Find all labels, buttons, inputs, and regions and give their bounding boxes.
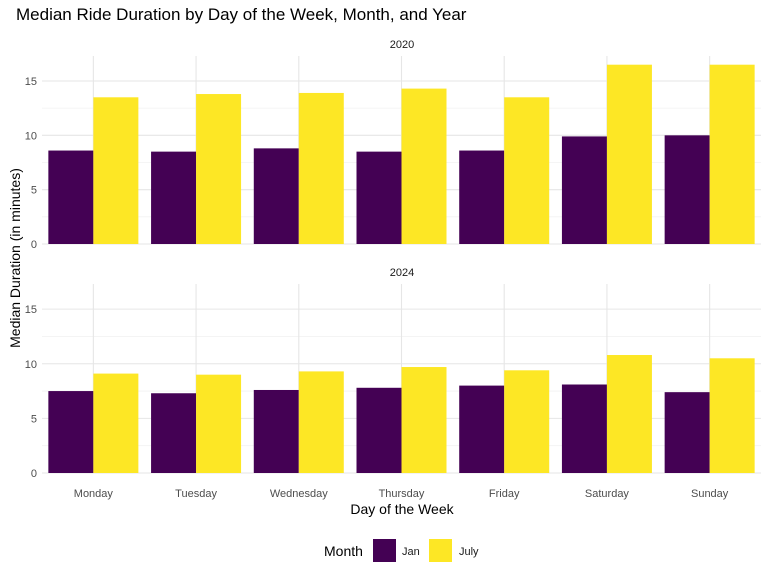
bar-july-2020-monday xyxy=(93,97,139,244)
y-tick-labels-2020: 0 5 10 15 xyxy=(25,76,37,251)
y-tick-label: 15 xyxy=(25,76,37,88)
x-tick-label: Tuesday xyxy=(175,488,217,500)
bar-jan-2020-wednesday xyxy=(253,148,299,244)
y-tick-labels-2024: 0 5 10 15 xyxy=(25,304,37,480)
bar-jan-2020-friday xyxy=(459,150,505,244)
panel-2020: 2020 0 5 10 15 xyxy=(25,39,761,251)
bar-jan-2024-sunday xyxy=(664,392,710,473)
bar-jan-2024-saturday xyxy=(561,384,607,473)
bar-july-2024-thursday xyxy=(401,367,447,473)
bar-july-2024-sunday xyxy=(709,358,755,473)
y-tick-label: 5 xyxy=(31,185,37,197)
panel-2024: 2024 0 5 10 15 xyxy=(25,267,761,480)
bar-jan-2024-wednesday xyxy=(253,389,299,473)
legend-label-july: July xyxy=(459,546,479,558)
bar-july-2020-friday xyxy=(504,97,550,244)
y-tick-label: 15 xyxy=(25,304,37,316)
bar-jan-2024-tuesday xyxy=(151,393,197,473)
x-tick-label: Saturday xyxy=(585,488,630,500)
bars-2024 xyxy=(48,355,755,473)
bars-2020 xyxy=(48,64,755,245)
bar-jan-2020-sunday xyxy=(664,135,710,244)
y-tick-label: 0 xyxy=(31,239,37,251)
bar-july-2020-sunday xyxy=(709,64,755,245)
legend-title: Month xyxy=(324,543,363,559)
legend: Month Jan July xyxy=(324,539,479,562)
y-tick-label: 10 xyxy=(25,359,37,371)
panel-label-2024: 2024 xyxy=(390,267,414,279)
legend-label-jan: Jan xyxy=(402,546,420,558)
bar-july-2020-thursday xyxy=(401,88,447,244)
legend-swatch-july xyxy=(429,539,452,562)
y-tick-label: 5 xyxy=(31,413,37,425)
bar-july-2024-saturday xyxy=(606,355,652,473)
x-tick-label: Monday xyxy=(74,488,114,500)
x-tick-label: Sunday xyxy=(691,488,729,500)
bar-jan-2024-friday xyxy=(459,385,505,473)
bar-jan-2020-saturday xyxy=(561,136,607,244)
bar-july-2024-wednesday xyxy=(298,371,344,473)
bar-july-2024-friday xyxy=(504,370,550,473)
bar-july-2020-saturday xyxy=(606,64,652,245)
bar-july-2020-wednesday xyxy=(298,92,344,245)
chart-title: Median Ride Duration by Day of the Week,… xyxy=(16,5,467,24)
bar-jan-2020-monday xyxy=(48,150,94,244)
bar-jan-2020-tuesday xyxy=(151,151,197,244)
y-tick-label: 10 xyxy=(25,130,37,142)
x-axis-title: Day of the Week xyxy=(350,501,454,517)
legend-swatch-jan xyxy=(373,539,396,562)
bar-jan-2024-monday xyxy=(48,391,94,473)
x-tick-label: Wednesday xyxy=(270,488,328,500)
y-axis-title: Median Duration (in minutes) xyxy=(7,168,23,348)
panel-label-2020: 2020 xyxy=(390,39,414,51)
y-tick-label: 0 xyxy=(31,468,37,480)
x-tick-label: Thursday xyxy=(379,488,425,500)
bar-jan-2024-thursday xyxy=(356,387,402,473)
x-tick-labels: Monday Tuesday Wednesday Thursday Friday Satu… xyxy=(74,488,729,500)
x-tick-label: Friday xyxy=(489,488,520,500)
bar-july-2024-monday xyxy=(93,373,139,473)
bar-july-2020-tuesday xyxy=(196,94,242,244)
bar-july-2024-tuesday xyxy=(196,374,242,473)
bar-jan-2020-thursday xyxy=(356,151,402,244)
